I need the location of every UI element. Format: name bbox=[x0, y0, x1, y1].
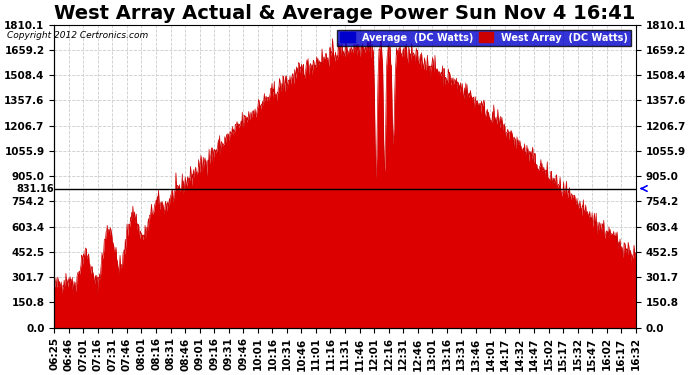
Title: West Array Actual & Average Power Sun Nov 4 16:41: West Array Actual & Average Power Sun No… bbox=[55, 4, 635, 23]
Text: 831.16: 831.16 bbox=[16, 183, 54, 194]
Legend: Average  (DC Watts), West Array  (DC Watts): Average (DC Watts), West Array (DC Watts… bbox=[337, 30, 631, 46]
Text: Copyright 2012 Certronics.com: Copyright 2012 Certronics.com bbox=[7, 30, 148, 39]
